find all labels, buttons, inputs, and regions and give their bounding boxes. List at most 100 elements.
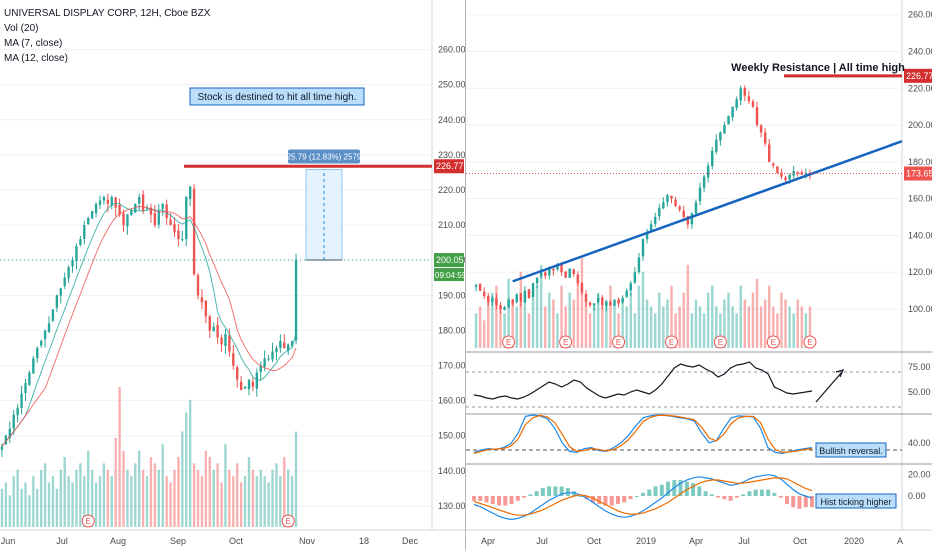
- candle: [609, 301, 612, 306]
- candle: [755, 107, 759, 126]
- volume-bar: [271, 469, 274, 527]
- ma-7-line: [1, 202, 297, 447]
- candle: [674, 199, 677, 206]
- volume-bar: [780, 292, 783, 348]
- volume-bar: [259, 469, 262, 527]
- macd-hist-bar: [684, 481, 689, 496]
- volume-bar: [605, 299, 608, 348]
- volume-bar: [649, 306, 653, 348]
- candle: [596, 297, 600, 303]
- pane-divider[interactable]: [465, 0, 466, 550]
- volume-bar: [592, 306, 596, 348]
- volume-bar: [788, 306, 791, 348]
- x-tick-label: 2020: [844, 536, 864, 546]
- candle: [255, 372, 259, 389]
- earnings-label: E: [718, 338, 723, 347]
- candle: [552, 268, 555, 271]
- candle: [739, 88, 742, 101]
- measure-label: 25.79 (12.83%) 2579: [287, 153, 362, 162]
- y-tick-label: 200.00: [908, 120, 932, 130]
- volume-bar: [138, 450, 141, 527]
- volume-bar: [16, 469, 19, 527]
- candle: [220, 337, 223, 345]
- candle: [28, 372, 31, 385]
- volume-bar: [768, 285, 771, 348]
- macd-hist-bar: [553, 486, 558, 496]
- candle: [715, 139, 718, 152]
- volume-bar: [674, 313, 677, 348]
- candle: [138, 197, 141, 204]
- resistance-text: Weekly Resistance | All time high: [731, 62, 905, 74]
- volume-bar: [495, 285, 498, 348]
- volume-bar: [535, 285, 539, 348]
- volume-bar: [519, 271, 523, 348]
- volume-bar: [36, 488, 39, 527]
- y-tick-label: 100.00: [908, 304, 932, 314]
- candle: [776, 166, 779, 173]
- candle: [735, 99, 738, 108]
- candle: [637, 257, 641, 272]
- volume-bar: [71, 482, 74, 527]
- candle: [71, 260, 74, 267]
- candle: [727, 115, 730, 125]
- volume-bar: [192, 463, 196, 527]
- volume-bar: [267, 482, 270, 527]
- volume-bar: [130, 476, 133, 527]
- panel-y-tick: 40.00: [908, 438, 931, 448]
- volume-bar: [735, 313, 738, 348]
- candle: [592, 303, 596, 306]
- volume-bar: [739, 285, 742, 348]
- indicator-ma12: MA (12, close): [4, 53, 68, 64]
- candle: [39, 340, 43, 346]
- volume-bar: [487, 299, 490, 348]
- candle: [216, 324, 219, 338]
- candle: [763, 132, 767, 144]
- x-tick-label: Jul: [536, 536, 548, 546]
- volume-bar: [165, 476, 168, 527]
- volume-bar: [478, 306, 482, 348]
- candle: [621, 297, 624, 303]
- x-tick-label: Apr: [481, 536, 495, 546]
- macd-hist-bar: [478, 496, 483, 501]
- candle: [539, 272, 543, 277]
- y-tick-label: 120.00: [908, 267, 932, 277]
- y-tick-label: 150.00: [438, 431, 466, 441]
- candle: [279, 340, 282, 348]
- x-tick-label: Jul: [56, 536, 68, 546]
- panel-y-tick: 20.00: [908, 470, 931, 480]
- y-tick-label: 140.00: [908, 230, 932, 240]
- volume-bar: [662, 306, 665, 348]
- volume-bar: [596, 292, 600, 348]
- volume-bar: [228, 469, 231, 527]
- macd-hist-bar: [778, 496, 783, 498]
- macd-hist-bar: [772, 492, 777, 496]
- left-price-chart[interactable]: 130.00 140.00 150.00 160.00 170.00 180.00 190.…: [0, 0, 466, 550]
- earnings-marker: [502, 335, 516, 349]
- volume-bar: [275, 463, 278, 527]
- candle: [36, 347, 39, 359]
- volume-bar: [28, 495, 31, 527]
- candle: [181, 239, 184, 241]
- candle: [560, 264, 563, 273]
- candle: [185, 197, 188, 240]
- volume-bar: [287, 469, 290, 527]
- x-tick-label: Aug: [110, 536, 126, 546]
- right-chart-pane[interactable]: 100.00 120.00 140.00 160.00 180.00 200.00 220.…: [466, 0, 932, 550]
- left-chart-pane[interactable]: 130.00 140.00 150.00 160.00 170.00 180.00 190.…: [0, 0, 466, 550]
- candle: [110, 197, 113, 206]
- candle: [666, 194, 669, 203]
- volume-bar: [792, 313, 795, 348]
- x-tick-label: Sep: [170, 536, 186, 546]
- volume-bar: [751, 292, 755, 348]
- right-price-chart[interactable]: 100.00 120.00 140.00 160.00 180.00 200.00 220.…: [466, 0, 932, 550]
- macd-hist-bar: [653, 486, 658, 496]
- candle: [572, 269, 575, 275]
- earnings-marker: [281, 514, 295, 528]
- macd-hist-bar: [559, 486, 564, 496]
- macd-line: [473, 474, 813, 521]
- volume-bar: [564, 306, 567, 348]
- candle: [47, 323, 51, 333]
- candle: [102, 197, 106, 201]
- x-tick-label: Jun: [1, 536, 16, 546]
- x-tick-label: 2019: [636, 536, 656, 546]
